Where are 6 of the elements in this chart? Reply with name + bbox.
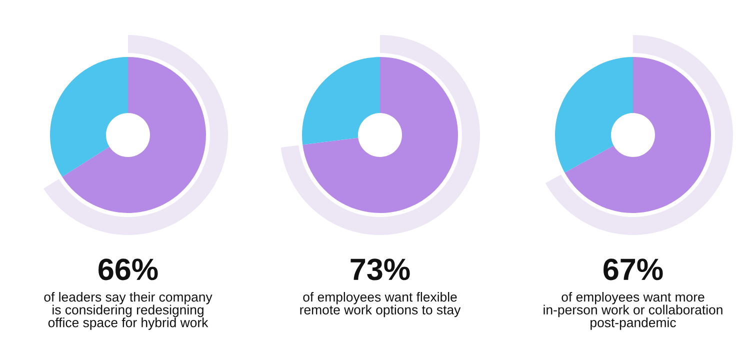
text: of employees want more in-person work or collaboration post-pandemic: [544, 292, 722, 330]
data-label: 67%: [604, 258, 663, 280]
text: of leaders say their company is considering redesigning office space for hybrid work: [44, 292, 212, 330]
text: of employees want flexible remote work options to stay: [300, 292, 461, 318]
data-label: 66%: [98, 258, 158, 280]
data-label: 73%: [350, 258, 410, 280]
